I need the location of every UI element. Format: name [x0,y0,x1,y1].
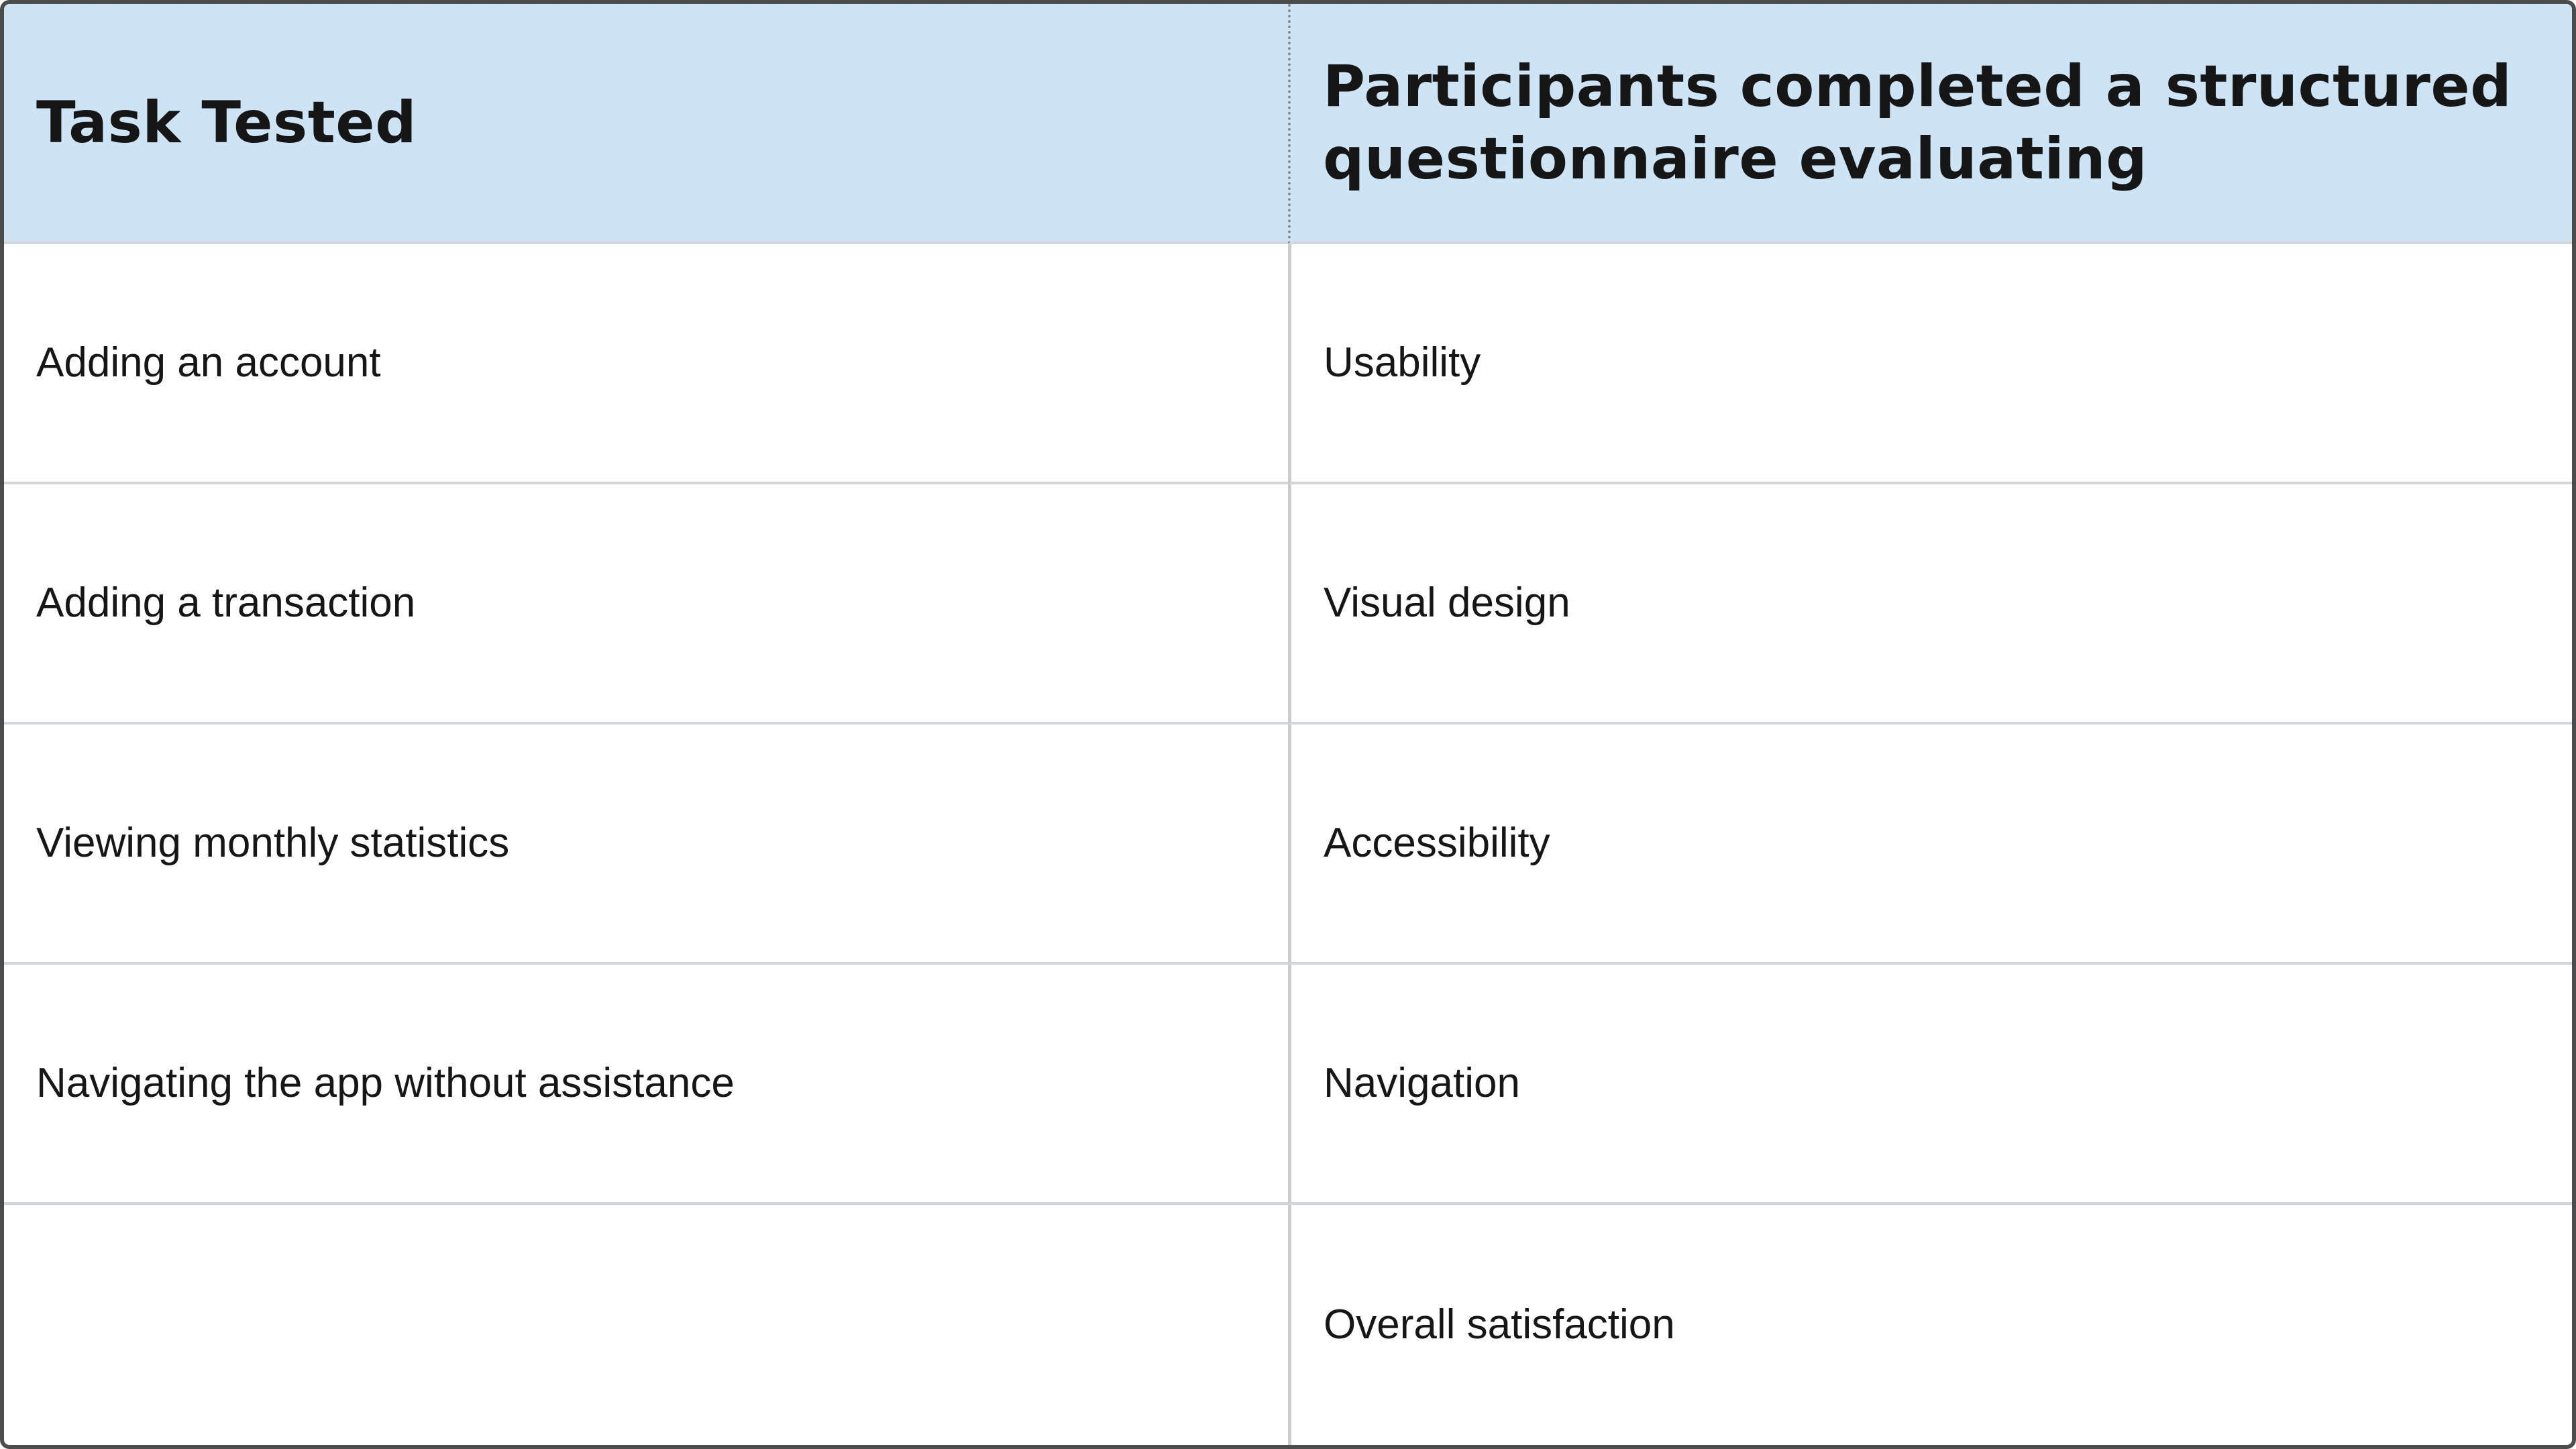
table-row-1-criterion-cell: Usability [1288,244,2572,484]
table-row-1-task-cell: Adding an account [4,244,1288,484]
table-row-4-task-label: Navigating the app without assistance [36,1059,735,1106]
table-row-5-task-cell-empty [4,1205,1288,1445]
table-row-5-criterion-label: Overall satisfaction [1324,1301,1675,1348]
table-row-3-criterion-label: Accessibility [1324,819,1550,866]
table-row-3-task-cell: Viewing monthly statistics [4,724,1288,965]
header-cell-task-tested: Task Tested [4,4,1288,244]
table-row-1-criterion-label: Usability [1324,339,1481,386]
table-row-4-criterion-cell: Navigation [1288,965,2572,1205]
table-row-3-criterion-cell: Accessibility [1288,724,2572,965]
table-row-2-task-cell: Adding a transaction [4,484,1288,724]
table-row-3-task-label: Viewing monthly statistics [36,819,510,866]
table-row-4-criterion-label: Navigation [1324,1059,1520,1106]
table-row-2-task-label: Adding a transaction [36,579,416,626]
header-cell-questionnaire: Participants completed a structured ques… [1288,4,2572,244]
table-row-2-criterion-cell: Visual design [1288,484,2572,724]
table-row-1-task-label: Adding an account [36,339,381,386]
table-row-5-criterion-cell: Overall satisfaction [1288,1205,2572,1445]
header-label-questionnaire: Participants completed a structured ques… [1323,52,2512,193]
header-label-task-tested: Task Tested [36,89,417,156]
table-row-2-criterion-label: Visual design [1324,579,1570,626]
table-row-4-task-cell: Navigating the app without assistance [4,965,1288,1205]
